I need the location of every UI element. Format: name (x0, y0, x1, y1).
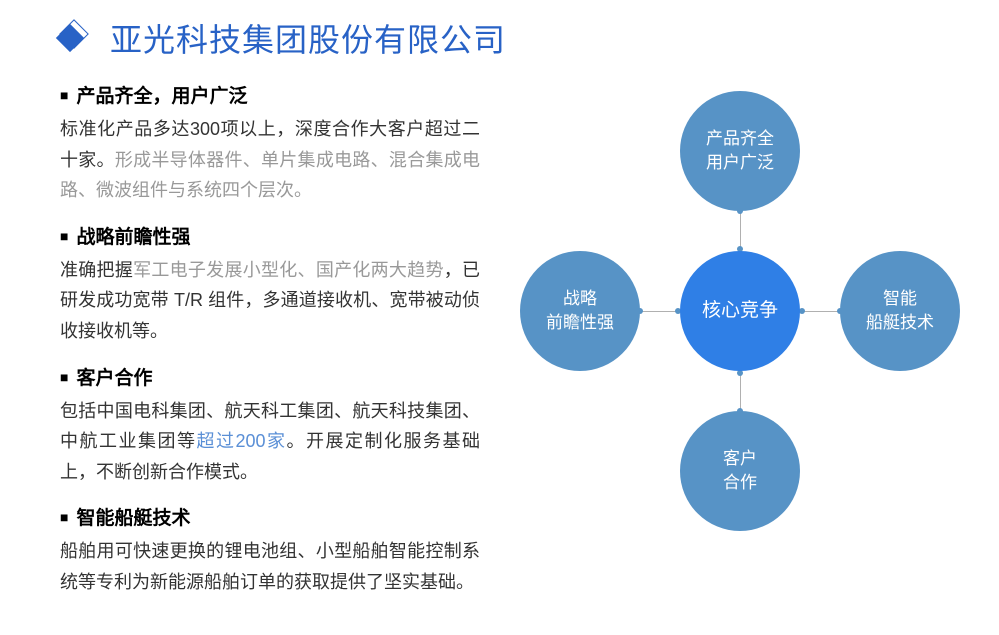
node-label-line2: 前瞻性强 (546, 311, 614, 335)
body-gray: 形成半导体器件、单片集成电路、混合集成电路、微波组件与系统四个层次。 (60, 150, 480, 201)
section-heading: 战略前瞻性强 (60, 222, 480, 249)
body-text: 准确把握 (60, 260, 133, 280)
node-top: 产品齐全 用户广泛 (680, 91, 800, 211)
content-row: 产品齐全，用户广泛 标准化产品多达300项以上，深度合作大客户超过二十家。形成半… (0, 81, 999, 614)
node-label-group: 战略 前瞻性强 (546, 287, 614, 335)
body-gray: 军工电子发展小型化、国产化两大趋势 (133, 260, 444, 280)
node-label-line2: 船艇技术 (866, 311, 934, 335)
node-label-line1: 智能 (866, 287, 934, 311)
diamond-fill (56, 24, 84, 52)
diamond-icon (50, 18, 90, 58)
page-title: 亚光科技集团股份有限公司 (110, 15, 506, 61)
node-label-line2: 用户广泛 (706, 151, 774, 175)
node-label-line1: 客户 (723, 447, 757, 471)
node-label-group: 产品齐全 用户广泛 (706, 127, 774, 175)
text-column: 产品齐全，用户广泛 标准化产品多达300项以上，深度合作大客户超过二十家。形成半… (60, 81, 480, 614)
node-label-line1: 战略 (546, 287, 614, 311)
node-label-line1: 产品齐全 (706, 127, 774, 151)
section-body: 包括中国电科集团、航天科工集团、航天科技集团、中航工业集团等超过200家。开展定… (60, 396, 480, 488)
body-link: 超过200家 (196, 431, 286, 451)
node-label-group: 客户 合作 (723, 447, 757, 495)
section-heading: 客户合作 (60, 363, 480, 390)
section-products: 产品齐全，用户广泛 标准化产品多达300项以上，深度合作大客户超过二十家。形成半… (60, 81, 480, 206)
section-ship: 智能船艇技术 船舶用可快速更换的锂电池组、小型船舶智能控制系统等专利为新能源船舶… (60, 503, 480, 597)
section-body: 准确把握军工电子发展小型化、国产化两大趋势，已研发成功宽带 T/R 组件，多通道… (60, 255, 480, 347)
node-right: 智能 船艇技术 (840, 251, 960, 371)
section-strategy: 战略前瞻性强 准确把握军工电子发展小型化、国产化两大趋势，已研发成功宽带 T/R… (60, 222, 480, 347)
section-heading: 产品齐全，用户广泛 (60, 81, 480, 108)
node-center: 核心竞争 (680, 251, 800, 371)
section-body: 标准化产品多达300项以上，深度合作大客户超过二十家。形成半导体器件、单片集成电… (60, 114, 480, 206)
diagram-column: 核心竞争 产品齐全 用户广泛 客户 合作 战略 前瞻性强 (480, 81, 949, 614)
node-left: 战略 前瞻性强 (520, 251, 640, 371)
node-label-line2: 合作 (723, 471, 757, 495)
node-bottom: 客户 合作 (680, 411, 800, 531)
section-heading: 智能船艇技术 (60, 503, 480, 530)
node-label: 核心竞争 (702, 298, 778, 325)
body-text: 船舶用可快速更换的锂电池组、小型船舶智能控制系统等专利为新能源船舶订单的获取提供… (60, 541, 480, 592)
radial-diagram: 核心竞争 产品齐全 用户广泛 客户 合作 战略 前瞻性强 (520, 91, 960, 531)
page-header: 亚光科技集团股份有限公司 (0, 0, 999, 81)
node-label-group: 智能 船艇技术 (866, 287, 934, 335)
section-body: 船舶用可快速更换的锂电池组、小型船舶智能控制系统等专利为新能源船舶订单的获取提供… (60, 536, 480, 597)
section-customers: 客户合作 包括中国电科集团、航天科工集团、航天科技集团、中航工业集团等超过200… (60, 363, 480, 488)
